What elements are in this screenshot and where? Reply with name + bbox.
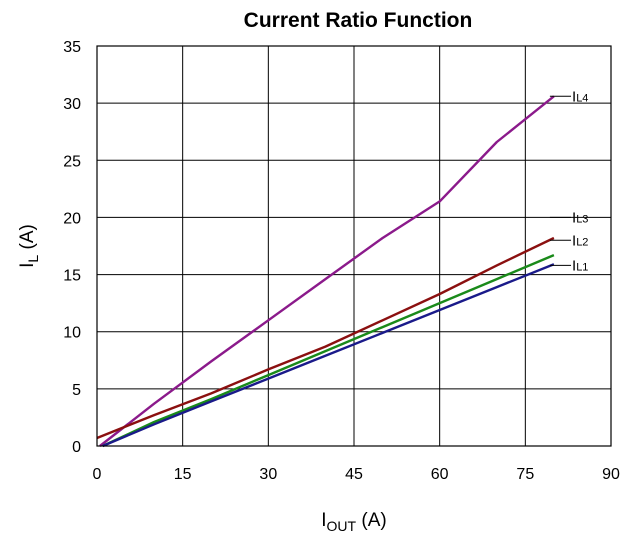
y-tick-label: 35 — [63, 39, 81, 56]
y-tick-label: 20 — [63, 210, 81, 227]
series-labels: IL4 IL3 IL2 IL1 — [549, 88, 588, 274]
x-axis-label: IOUT (A) — [321, 510, 386, 534]
series-label-il1: IL1 — [572, 257, 588, 274]
x-tick-label: 15 — [174, 466, 192, 483]
series-line-il2 — [102, 253, 555, 448]
y-tick-label: 5 — [72, 382, 81, 399]
y-tick-label: 10 — [63, 325, 81, 342]
y-tick-label: 15 — [63, 268, 81, 285]
series-lines — [96, 95, 555, 448]
series-line-il4 — [99, 95, 555, 447]
y-tick-label: 30 — [63, 96, 81, 113]
series-label-il4: IL4 — [572, 88, 588, 105]
x-tick-label: 45 — [345, 466, 363, 483]
x-tick-label: 0 — [93, 466, 102, 483]
x-tick-label: 30 — [259, 466, 277, 483]
grid — [97, 46, 611, 446]
x-tick-label: 90 — [602, 466, 620, 483]
y-tick-label: 0 — [72, 439, 81, 456]
y-axis-label: IL (A) — [17, 224, 41, 268]
series-line-il3 — [96, 236, 555, 440]
x-tick-label: 60 — [431, 466, 449, 483]
tick-labels: 0 15 30 45 60 75 90 0 5 10 15 20 25 30 35 — [63, 39, 620, 483]
y-tick-label: 25 — [63, 153, 81, 170]
chart-title: Current Ratio Function — [244, 9, 473, 32]
series-label-il3: IL3 — [572, 209, 588, 226]
x-tick-label: 75 — [516, 466, 534, 483]
series-label-il2: IL2 — [572, 232, 588, 249]
series-line-il1 — [102, 263, 555, 448]
plot-frame — [96, 45, 612, 447]
